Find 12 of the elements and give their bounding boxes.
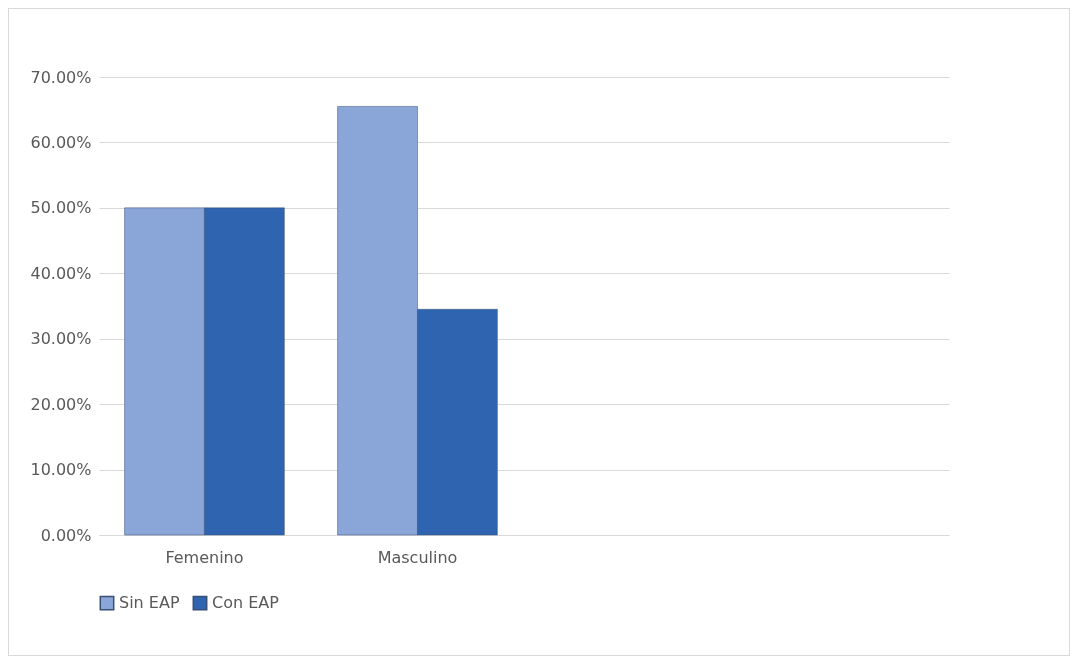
legend-label: Con EAP [212, 593, 280, 613]
x-tick-label: Femenino [165, 547, 244, 567]
y-tick-label: 10.00% [30, 460, 92, 480]
y-tick-label: 60.00% [30, 132, 92, 152]
y-tick-label: 40.00% [30, 263, 92, 283]
y-tick-label: 20.00% [30, 394, 92, 414]
y-tick-label: 0.00% [40, 525, 92, 545]
y-tick-label: 50.00% [30, 198, 92, 218]
y-tick-label: 30.00% [30, 329, 92, 349]
legend-label: Sin EAP [119, 593, 180, 613]
y-tick-label: 70.00% [30, 67, 92, 87]
x-tick-label: Masculino [377, 547, 458, 567]
